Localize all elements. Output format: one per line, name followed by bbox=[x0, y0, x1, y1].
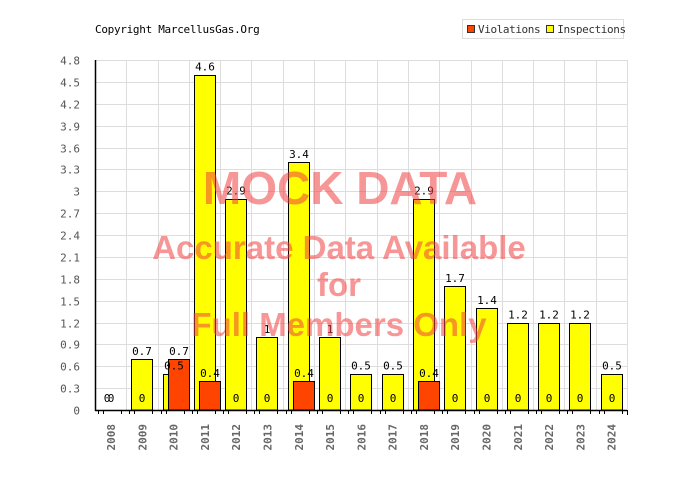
violations-value-label: 0.4 bbox=[200, 367, 220, 380]
x-tick-label: 2022 bbox=[543, 424, 556, 451]
inspections-value-label: 0.5 bbox=[602, 360, 622, 373]
y-tick-label: 4.2 bbox=[60, 99, 80, 112]
legend-item-inspections: Inspections bbox=[546, 22, 626, 36]
violations-value-label: 0 bbox=[546, 392, 553, 405]
legend-swatch-violations bbox=[467, 25, 475, 33]
x-tick-label: 2017 bbox=[387, 424, 400, 451]
y-tick-label: 0.3 bbox=[60, 383, 80, 396]
violations-value-label: 0.4 bbox=[419, 367, 439, 380]
y-tick-label: 1.2 bbox=[60, 318, 80, 331]
inspections-value-label: 1 bbox=[264, 323, 271, 336]
violations-value-label: 0 bbox=[327, 392, 334, 405]
violations-bar-2014[interactable] bbox=[293, 381, 315, 411]
x-tick-label: 2019 bbox=[449, 424, 462, 451]
violations-value-label: 0 bbox=[577, 392, 584, 405]
inspections-value-label: 1.2 bbox=[508, 309, 528, 322]
inspections-value-label: 2.9 bbox=[226, 185, 246, 198]
y-tick-label: 4.5 bbox=[60, 77, 80, 90]
y-axis-labels: 0 0.3 0.6 0.9 1.2 1.5 1.8 2.1 2.4 2.7 3 3.3 3.6 3.9 4.… bbox=[60, 55, 80, 418]
y-tick-label: 3.6 bbox=[60, 143, 80, 156]
x-tick-label: 2021 bbox=[512, 424, 525, 451]
copyright-text: Copyright MarcellusGas.Org bbox=[95, 23, 260, 36]
x-tick-label: 2008 bbox=[105, 424, 118, 451]
y-tick-label: 0 bbox=[73, 405, 80, 418]
y-tick-label: 4.8 bbox=[60, 55, 80, 68]
y-tick-label: 1.8 bbox=[60, 274, 80, 287]
x-tick-label: 2014 bbox=[293, 424, 306, 451]
watermark-mock-data: MOCK DATA bbox=[203, 162, 477, 214]
violations-value-label: 0 bbox=[609, 392, 616, 405]
inspections-value-label: 0 bbox=[108, 392, 115, 405]
x-axis-labels: 2008 2009 2010 2011 2012 2013 2014 2015 2016 2017… bbox=[105, 424, 619, 451]
legend-item-violations: Violations bbox=[467, 22, 541, 36]
violations-value-label: 0 bbox=[264, 392, 271, 405]
y-tick-label: 3.3 bbox=[60, 164, 80, 177]
inspections-value-label: 0.5 bbox=[351, 360, 371, 373]
violations-value-label: 0 bbox=[390, 392, 397, 405]
inspections-value-label: 1.4 bbox=[477, 294, 497, 307]
x-tick-label: 2016 bbox=[355, 424, 368, 451]
legend-swatch-inspections bbox=[546, 25, 555, 33]
inspections-value-label: 1.2 bbox=[539, 309, 559, 322]
x-tick-label: 2015 bbox=[324, 424, 337, 451]
chart-legend: Violations Inspections bbox=[462, 19, 626, 39]
inspections-value-label: 4.6 bbox=[195, 61, 215, 74]
violations-value-label: 0.7 bbox=[169, 345, 189, 358]
watermark: MOCK DATA Accurate Data AvailableforFull … bbox=[152, 162, 526, 343]
x-tick-label: 2012 bbox=[230, 424, 243, 451]
y-tick-label: 1.5 bbox=[60, 296, 80, 309]
y-tick-label: 2.1 bbox=[60, 252, 80, 265]
inspections-value-label: 0.7 bbox=[132, 345, 152, 358]
violations-value-label: 0 bbox=[104, 392, 111, 405]
watermark-line-members: Full Members Only bbox=[191, 306, 487, 343]
x-tick-label: 2010 bbox=[168, 424, 181, 451]
x-tick-label: 2018 bbox=[418, 424, 431, 451]
y-tick-label: 3 bbox=[73, 186, 80, 199]
inspections-value-label: 2.9 bbox=[414, 185, 434, 198]
x-tick-label: 2009 bbox=[136, 424, 149, 451]
inspections-value-label: 0.5 bbox=[164, 360, 184, 373]
violations-value-label: 0.4 bbox=[294, 367, 314, 380]
inspections-value-label: 1.2 bbox=[570, 309, 590, 322]
x-tick-label: 2024 bbox=[606, 424, 619, 451]
violations-value-label: 0 bbox=[233, 392, 240, 405]
x-tick-label: 2023 bbox=[574, 424, 587, 451]
violations-value-label: 0 bbox=[484, 392, 491, 405]
inspections-value-label: 1 bbox=[327, 323, 334, 336]
legend-label-violations: Violations bbox=[478, 22, 541, 36]
violations-value-label: 0 bbox=[452, 392, 459, 405]
y-tick-label: 2.7 bbox=[60, 208, 80, 221]
violations-value-label: 0 bbox=[139, 392, 146, 405]
watermark-line-for: for bbox=[317, 266, 361, 303]
violations-value-label: 0 bbox=[358, 392, 365, 405]
y-tick-label: 0.9 bbox=[60, 339, 80, 352]
inspections-value-label: 3.4 bbox=[289, 148, 309, 161]
y-tick-label: 3.9 bbox=[60, 121, 80, 134]
violations-value-label: 0 bbox=[515, 392, 522, 405]
inspections-value-label: 0.5 bbox=[383, 360, 403, 373]
violations-bar-2011[interactable] bbox=[199, 381, 221, 411]
x-tick-label: 2013 bbox=[261, 424, 274, 451]
x-tick-label: 2020 bbox=[481, 424, 494, 451]
watermark-line-accurate: Accurate Data Available bbox=[152, 229, 526, 266]
y-tick-label: 2.4 bbox=[60, 230, 80, 243]
inspections-value-label: 1.7 bbox=[445, 272, 465, 285]
x-tick-label: 2011 bbox=[199, 424, 212, 451]
legend-label-inspections: Inspections bbox=[557, 22, 626, 36]
violations-bar-2018[interactable] bbox=[418, 381, 440, 411]
axes bbox=[94, 60, 628, 415]
y-tick-label: 0.6 bbox=[60, 361, 80, 374]
